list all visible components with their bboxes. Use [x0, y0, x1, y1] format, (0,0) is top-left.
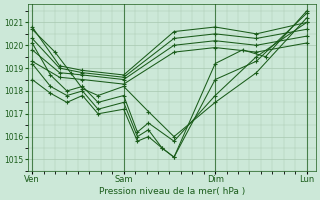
X-axis label: Pression niveau de la mer( hPa ): Pression niveau de la mer( hPa ) [99, 187, 245, 196]
